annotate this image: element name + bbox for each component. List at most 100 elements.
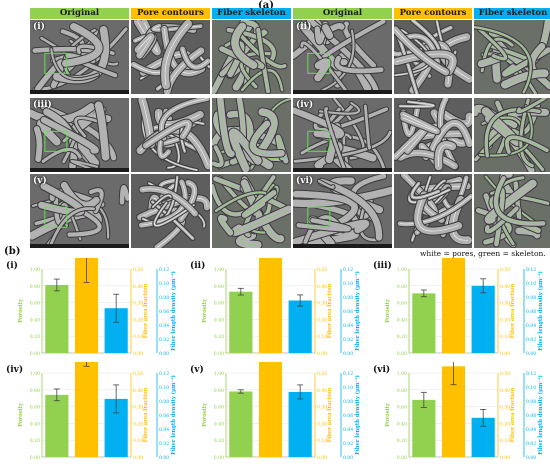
tick-label: 1.00	[30, 267, 40, 273]
tick-label: 0.40	[133, 284, 143, 290]
bar	[288, 300, 312, 353]
bar	[258, 315, 283, 457]
tick-label: 0.60	[214, 301, 224, 307]
tick-label: 0.10	[317, 438, 327, 444]
fiber-skeleton-image	[212, 174, 291, 248]
axis-title: Fiber length density (μm⁻¹)	[537, 375, 544, 455]
tick-label: 0.20	[397, 334, 407, 340]
tick-label: 0.40	[214, 317, 224, 323]
tick-label: 0.20	[500, 317, 510, 323]
tick-label: 0.80	[397, 284, 407, 290]
tick-label: 0.06	[159, 413, 169, 419]
column-header-3: Original	[293, 8, 392, 19]
tick-label: 0.04	[343, 323, 353, 329]
chart-panel-label: (i)	[6, 260, 18, 271]
tick-label: 0.06	[343, 413, 353, 419]
tick-label: 0.12	[159, 267, 169, 273]
axis-title: Porosity	[202, 298, 208, 323]
sample-label: (vi)	[296, 176, 314, 186]
tick-label: 0.06	[343, 309, 353, 315]
tick-label: 0.00	[30, 455, 40, 461]
tick-label: 0.20	[317, 421, 327, 427]
panel-a-label: (a)	[258, 0, 274, 11]
tick-label: 0.12	[343, 267, 353, 273]
bar	[471, 285, 495, 353]
tick-label: 0.80	[30, 388, 40, 394]
axis-title: Fiber area fraction	[327, 283, 333, 338]
bar	[412, 399, 436, 457]
tick-label: 0.20	[30, 438, 40, 444]
tick-label: 0.10	[133, 334, 143, 340]
tick-label: 0.10	[159, 385, 169, 391]
sem-original-image: (vi)	[293, 174, 392, 248]
sem-original-image: (v)	[30, 174, 129, 248]
tick-label: 0.04	[526, 427, 536, 433]
tick-label: 0.10	[159, 281, 169, 287]
tick-label: 0.04	[159, 323, 169, 329]
tick-label: 0.20	[214, 438, 224, 444]
bar	[45, 284, 69, 353]
pore-contour-image	[131, 174, 210, 248]
axis-title: Fiber area fraction	[143, 283, 149, 338]
tick-label: 0.00	[159, 455, 169, 461]
column-header-2: Fiber skeleton	[212, 8, 291, 19]
tick-label: 1.00	[30, 371, 40, 377]
tick-label: 0.10	[133, 438, 143, 444]
tick-label: 0.00	[317, 351, 327, 357]
tick-label: 0.20	[397, 438, 407, 444]
tick-label: 0.00	[214, 351, 224, 357]
tick-label: 0.00	[500, 455, 510, 461]
tick-label: 0.12	[526, 371, 536, 377]
tick-label: 0.40	[500, 388, 510, 394]
tick-label: 0.60	[30, 301, 40, 307]
tick-label: 0.30	[317, 301, 327, 307]
sample-label: (iii)	[33, 100, 52, 110]
tick-label: 0.12	[159, 371, 169, 377]
bar	[229, 391, 253, 457]
tick-label: 0.40	[214, 421, 224, 427]
tick-label: 0.50	[500, 267, 510, 273]
axis-title: Porosity	[385, 298, 391, 323]
tick-label: 0.10	[343, 385, 353, 391]
tick-label: 0.02	[526, 337, 536, 343]
column-header-0: Original	[30, 8, 129, 19]
tick-label: 0.60	[214, 405, 224, 411]
column-header-4: Pore contours	[394, 8, 472, 19]
column-header-1: Pore contours	[131, 8, 210, 19]
tick-label: 0.50	[133, 267, 143, 273]
tick-label: 0.06	[526, 413, 536, 419]
fiber-skeleton-image	[212, 20, 291, 94]
tick-label: 0.20	[317, 317, 327, 323]
tick-label: 0.00	[500, 351, 510, 357]
tick-label: 0.02	[526, 441, 536, 447]
bar-chart: (iv) 0.00 0.20 0.40 0.60 0.80 1.00 0.00 0.10 0.20…	[0, 302, 183, 462]
tick-label: 0.12	[343, 371, 353, 377]
axis-title: Fiber length density (μm⁻¹)	[354, 271, 361, 351]
scale-bar	[30, 244, 129, 248]
tick-label: 0.50	[317, 267, 327, 273]
tick-label: 0.40	[30, 421, 40, 427]
tick-label: 0.40	[317, 388, 327, 394]
sem-original-image: (i)	[30, 20, 129, 94]
bar	[74, 334, 99, 457]
column-header-5: Fiber skeleton	[474, 8, 550, 19]
bar-chart: (ii) 0.00 0.20 0.40 0.60 0.80 1.00 0.00 0.10 0.20…	[184, 229, 367, 358]
tick-label: 0.04	[343, 427, 353, 433]
tick-label: 0.40	[133, 388, 143, 394]
scale-bar	[293, 244, 392, 248]
bar-chart: (iii) 0.00 0.20 0.40 0.60 0.80 1.00 0.00 0.10 0.2…	[367, 196, 550, 358]
tick-label: 1.00	[214, 267, 224, 273]
pore-contour-image	[394, 98, 472, 172]
tick-label: 0.80	[30, 284, 40, 290]
sample-label: (ii)	[296, 22, 312, 32]
tick-label: 0.00	[343, 351, 353, 357]
tick-label: 0.50	[317, 371, 327, 377]
figure-caption: white = pores, green = skeleton.	[420, 249, 546, 258]
sample-label: (v)	[33, 176, 47, 186]
tick-label: 0.00	[526, 455, 536, 461]
tick-label: 0.30	[133, 405, 143, 411]
axis-title: Fiber length density (μm⁻¹)	[354, 375, 361, 455]
tick-label: 0.10	[343, 281, 353, 287]
tick-label: 0.40	[397, 317, 407, 323]
tick-label: 0.40	[500, 284, 510, 290]
